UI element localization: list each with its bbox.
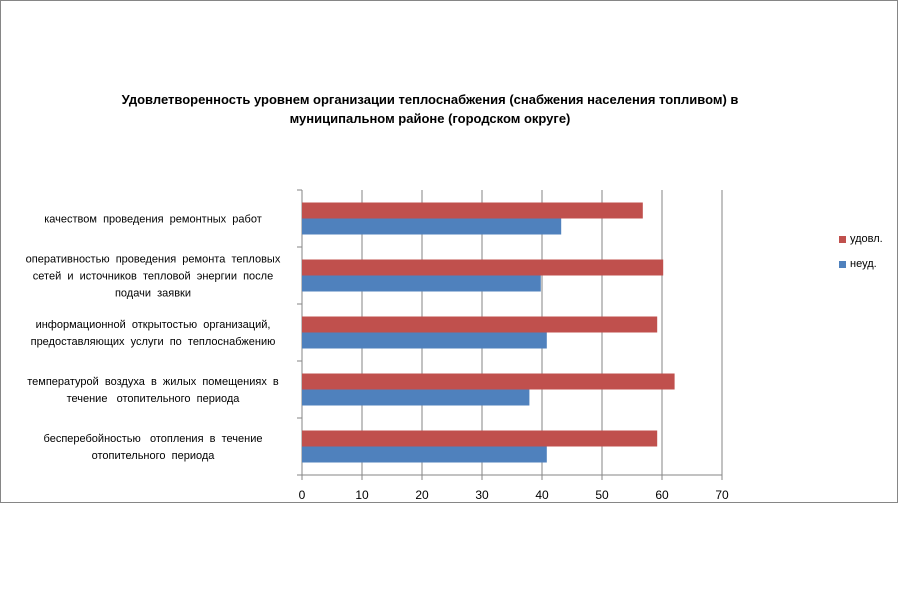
x-tick-label: 30 [475, 488, 489, 502]
bar-neud-3 [302, 389, 530, 406]
bar-neud-1 [302, 275, 541, 292]
x-tick-label: 40 [535, 488, 549, 502]
category-label: информационной открытостью организаций, [36, 319, 271, 331]
chart-title: Удовлетворенность уровнем организации те… [70, 90, 790, 128]
legend-label-udovl: удовл. [850, 233, 883, 245]
legend-label-neud: неуд. [850, 258, 877, 270]
x-tick-label: 10 [355, 488, 369, 502]
legend-swatch-udovl [839, 235, 846, 243]
bar-neud-0 [302, 218, 562, 235]
chart-frame [0, 0, 898, 503]
x-tick-label: 50 [595, 488, 609, 502]
category-label: предоставляющих услуги по теплоснабжению [31, 336, 276, 348]
legend-swatch-neud [839, 260, 846, 268]
chart-title-line-1: Удовлетворенность уровнем организации те… [121, 92, 739, 107]
bar-neud-4 [302, 446, 547, 463]
chart-title-line-2: муниципальном районе (городском округе) [289, 111, 571, 126]
x-tick-label: 20 [415, 488, 429, 502]
bar-udovl-1 [302, 259, 664, 276]
bar-udovl-4 [302, 430, 658, 447]
category-label: качеством проведения ремонтных работ [44, 214, 262, 226]
x-tick-label: 60 [655, 488, 669, 502]
category-label: отопительного периода [92, 450, 216, 462]
category-label: подачи заявки [115, 288, 191, 300]
legend-item-udovl: удовл. [839, 233, 883, 245]
bar-udovl-3 [302, 373, 675, 390]
x-tick-label: 70 [715, 488, 729, 502]
category-label: температурой воздуха в жилых помещениях … [27, 376, 279, 388]
category-label: оперативностью проведения ремонта теплов… [26, 254, 281, 266]
category-label: сетей и источников тепловой энергии посл… [33, 271, 273, 283]
x-tick-label: 0 [299, 488, 306, 502]
bar-udovl-2 [302, 316, 658, 333]
bar-neud-2 [302, 332, 547, 349]
legend-item-neud: неуд. [839, 258, 877, 270]
bar-udovl-0 [302, 202, 643, 219]
category-label: бесперебойностью отопления в течение [44, 433, 263, 445]
category-label: течение отопительного периода [67, 393, 241, 405]
